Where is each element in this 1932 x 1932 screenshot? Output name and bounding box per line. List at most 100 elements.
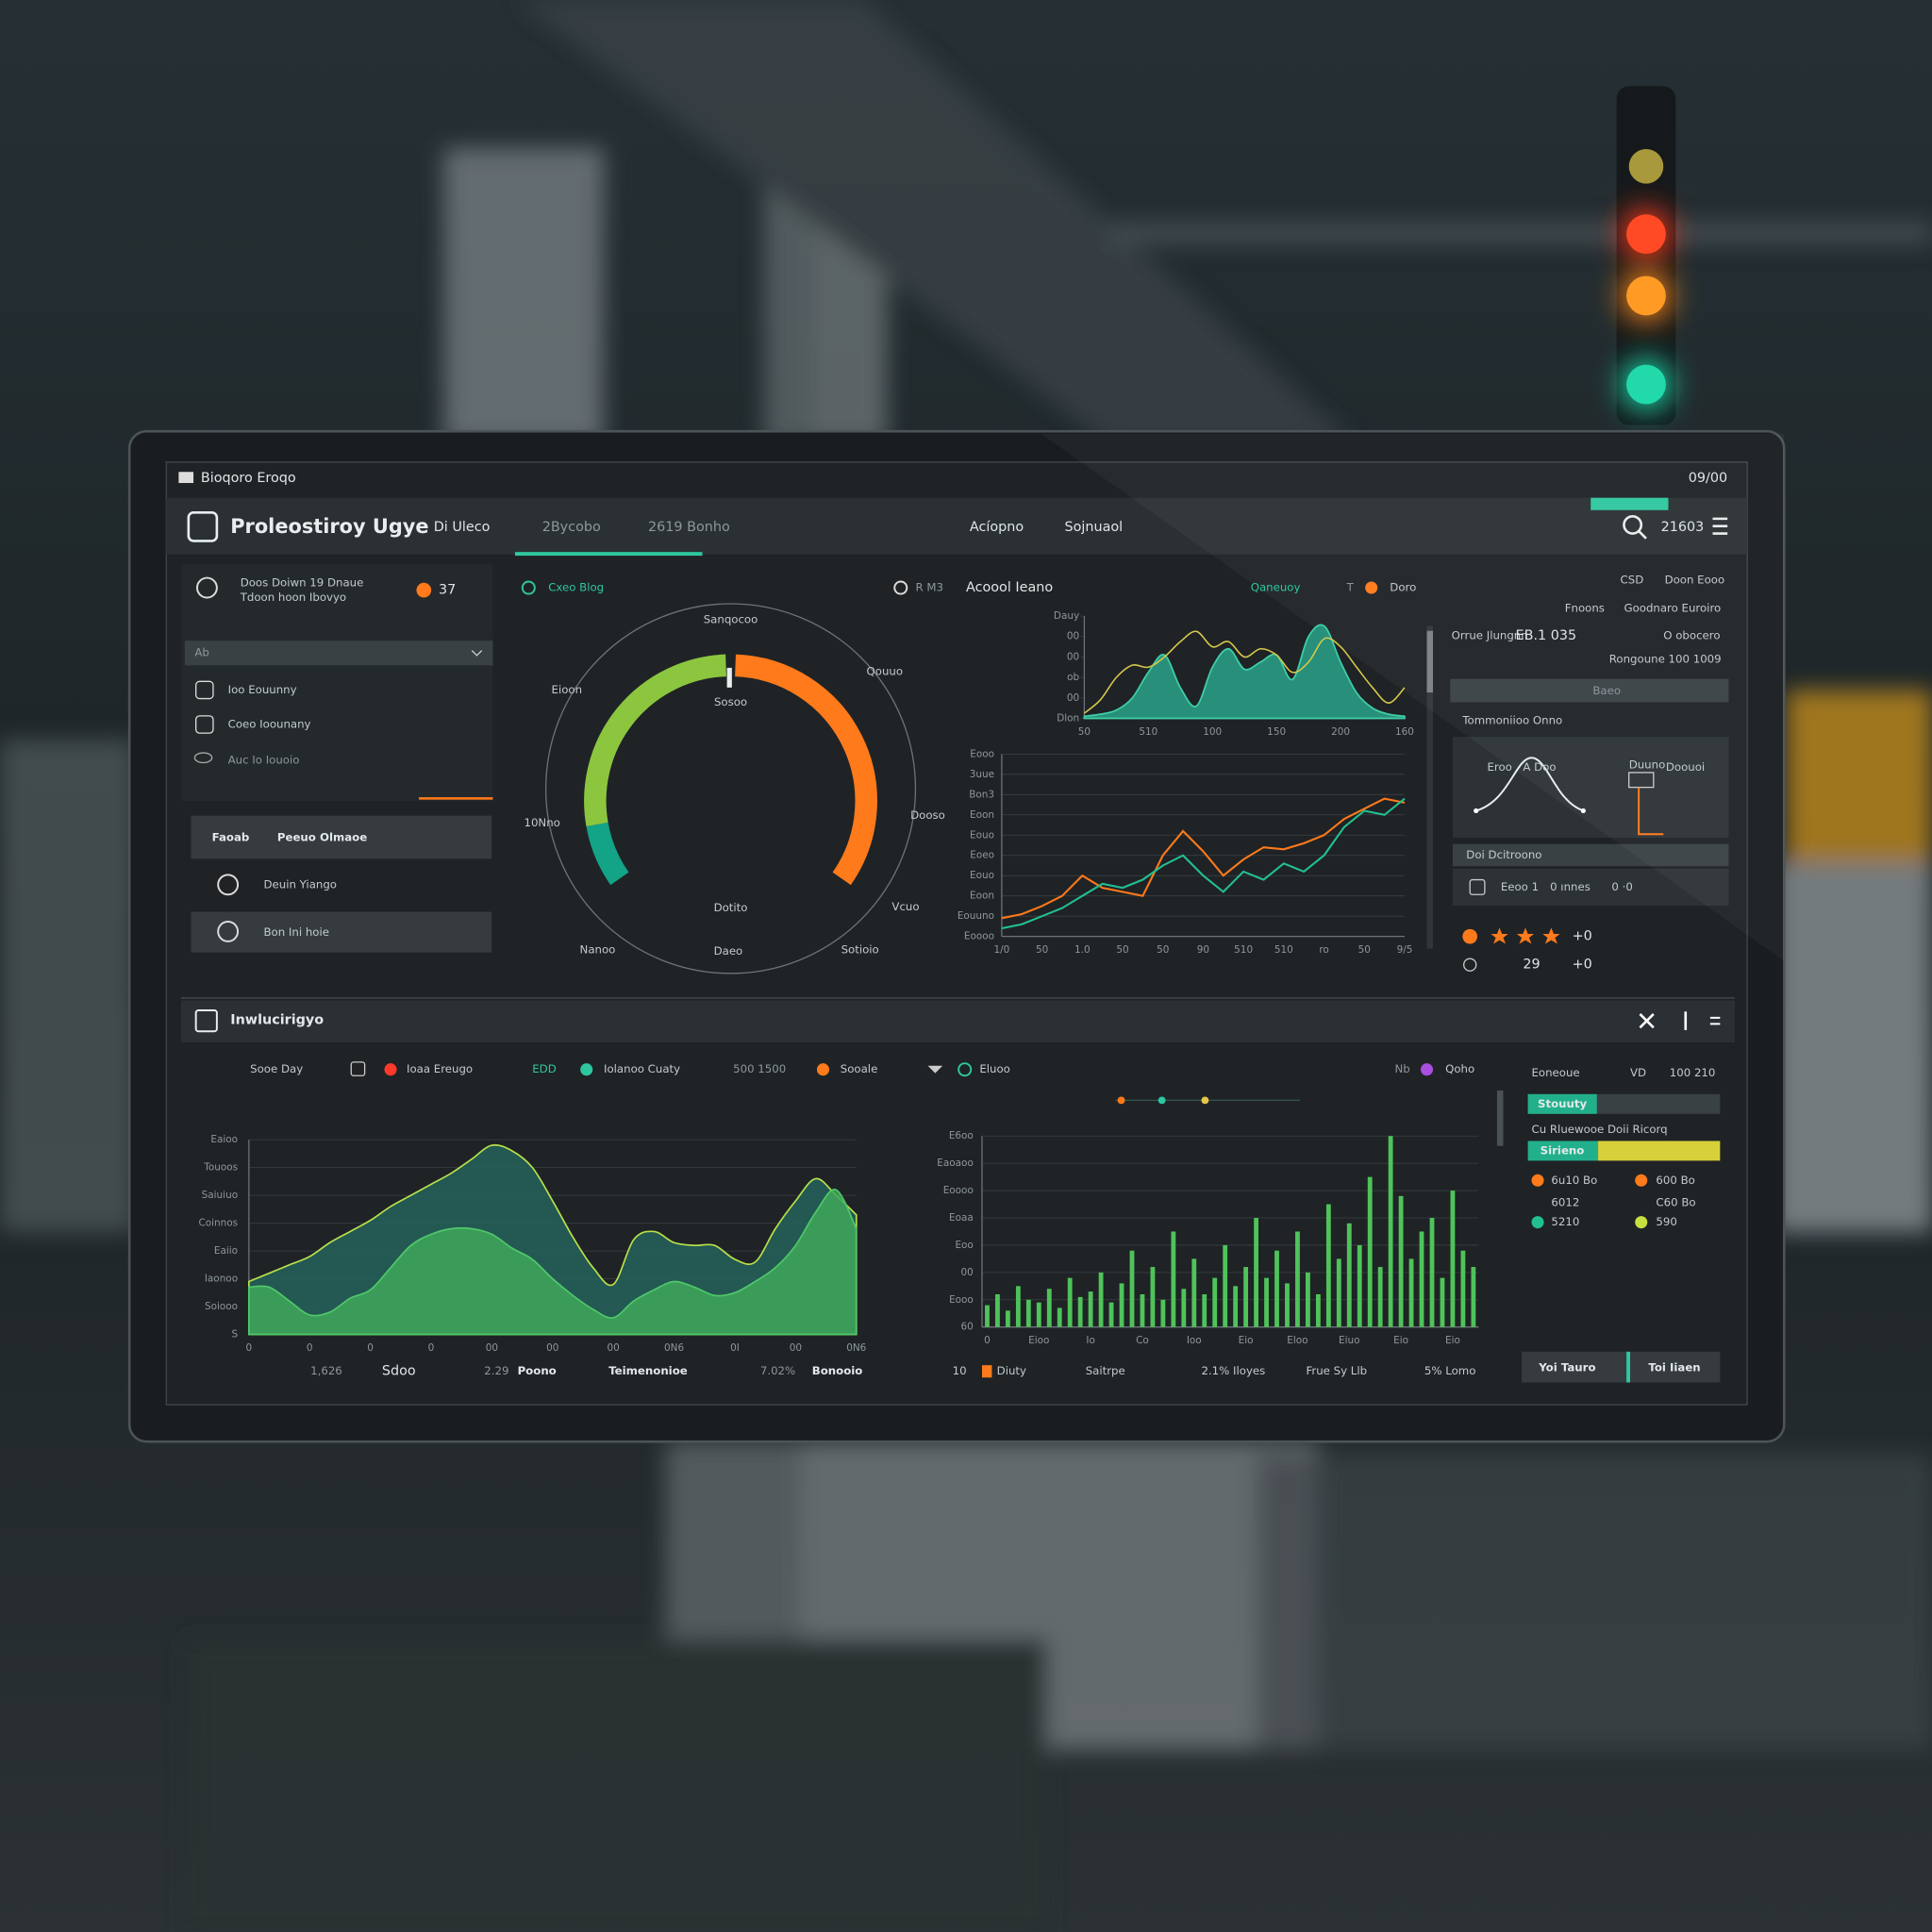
menu-item[interactable]: Coeo Ioounany [228, 718, 311, 731]
progress-label: Sirieno [1541, 1143, 1585, 1157]
footer-stat: Saitrpe [1086, 1364, 1125, 1377]
info: Rongoune 100 1009 [1609, 652, 1722, 665]
y-tick-label: Eoeo [970, 850, 994, 861]
x-tick-label: 510 [1274, 944, 1293, 956]
bar [1119, 1283, 1124, 1327]
bar [1377, 1267, 1383, 1327]
rating: +0 [1573, 929, 1592, 944]
y-tick-label: Eoooo [964, 931, 994, 942]
y-tick-label: Soiooo [205, 1301, 238, 1312]
x-tick-label: Co [1136, 1335, 1149, 1346]
control[interactable]: Eeoo 1 [1501, 880, 1539, 893]
nav-tab[interactable]: Sojnuaol [1064, 520, 1123, 535]
legend-entry: Acoool Ieano [966, 580, 1053, 595]
progress-label: Stouuty [1538, 1097, 1587, 1110]
footer-stat: Frue Sy Llb [1306, 1364, 1367, 1377]
section-label: Peeuo Olmaoe [277, 831, 367, 844]
mini-label: Duuno [1629, 758, 1666, 772]
legend-entry: Ioaa Ereugo [407, 1062, 473, 1075]
bar [1325, 1204, 1331, 1327]
dropdown[interactable]: Ab [194, 646, 209, 659]
y-tick-label: Dlon [1057, 712, 1079, 724]
x-tick-label: 9/5 [1397, 944, 1413, 956]
x-tick-label: 0 [246, 1342, 253, 1354]
info: EB.1 035 [1516, 628, 1577, 643]
stat: 6012 [1551, 1195, 1579, 1208]
bar [1171, 1231, 1176, 1327]
line [1001, 797, 1406, 930]
nav-tab[interactable]: 2619 Bonho [648, 520, 730, 535]
x-tick-label: 50 [1036, 944, 1048, 956]
footer-stat: Poono [518, 1364, 557, 1377]
y-tick-label: 00 [1067, 651, 1079, 662]
gauge-arc [586, 822, 629, 886]
bar [1212, 1277, 1218, 1327]
nav-tab[interactable]: Acíopno [970, 520, 1024, 535]
footer-stat: Bonooio [812, 1364, 863, 1377]
button[interactable]: Yoi Tauro [1538, 1360, 1595, 1374]
gauge-needle [726, 667, 732, 688]
y-tick-label: Eooo [970, 748, 994, 759]
info: Orrue Jlungnn [1452, 628, 1528, 641]
y-tick-label: 3uue [970, 769, 994, 780]
x-tick-label: 1/0 [993, 944, 1009, 956]
legend-entry: Sooale [841, 1062, 878, 1075]
user-id: 21603 [1661, 520, 1705, 535]
nav-tab[interactable]: 2Bycobo [542, 520, 601, 535]
dropdown[interactable]: Baeo [1592, 684, 1621, 697]
bar [1305, 1272, 1310, 1327]
x-tick-label: Eloo [1287, 1335, 1307, 1346]
x-tick-label: 1.0 [1074, 944, 1091, 956]
footer-stat: Sdoo [382, 1364, 416, 1379]
gauge-label: Nanoo [580, 943, 616, 957]
bar [1274, 1250, 1279, 1327]
side-header: Eoneoue [1532, 1066, 1580, 1079]
button[interactable]: Bon Ini hoie [264, 925, 329, 939]
bar [1129, 1250, 1135, 1327]
nav-tab[interactable]: Di Uleco [434, 520, 491, 535]
legend-entry: Eluoo [979, 1062, 1010, 1075]
bar [1223, 1244, 1228, 1327]
menu-item[interactable]: Ioo Eouunny [228, 683, 297, 696]
gauge-label: Eioon [552, 683, 583, 696]
gauge-label: Sotioio [841, 943, 879, 957]
x-tick-label: 0 [984, 1335, 991, 1346]
gauge-label: Sanqocoo [704, 612, 758, 625]
x-tick-label: 50 [1157, 944, 1169, 956]
gauge-label: Vcuo [891, 900, 919, 913]
x-tick-label: 50 [1116, 944, 1128, 956]
legend-entry: T [1346, 581, 1355, 594]
bar [1181, 1289, 1187, 1327]
bar [995, 1293, 1000, 1327]
rating: +0 [1573, 958, 1592, 973]
bar [1264, 1277, 1269, 1327]
bar [1150, 1267, 1156, 1327]
button[interactable]: Deuin Yiango [264, 877, 338, 891]
bar [1254, 1218, 1258, 1327]
control[interactable]: 0 ·0 [1611, 880, 1632, 893]
x-tick-label: 0 [428, 1342, 435, 1354]
info-line: Tdoon hoon Ibovyo [240, 591, 346, 604]
gauge-label: 10Nno [524, 816, 559, 829]
x-tick-label: 00 [486, 1342, 498, 1354]
x-tick-label: 90 [1197, 944, 1209, 956]
x-tick-label: 0 [307, 1342, 313, 1354]
menu-item[interactable]: Auc Io Iouoio [228, 753, 300, 766]
button[interactable]: Toi Iiaen [1648, 1360, 1700, 1374]
x-tick-label: 0N6 [664, 1342, 684, 1354]
bar [1357, 1244, 1362, 1327]
bar [1285, 1283, 1290, 1327]
y-tick-label: 00 [1067, 692, 1079, 704]
bar [1202, 1293, 1208, 1327]
gauge-label: Daeo [714, 944, 743, 958]
bar [1295, 1231, 1300, 1327]
legend-entry: R M3 [915, 581, 943, 594]
y-tick-label: ob [1067, 672, 1079, 683]
footer-stat: 7.02% [760, 1364, 795, 1377]
line [1083, 630, 1406, 714]
y-tick-label: Eoon [970, 891, 994, 902]
control[interactable]: 0 ınnes [1550, 880, 1591, 893]
y-tick-label: 00 [961, 1267, 974, 1278]
bar [1025, 1299, 1031, 1327]
